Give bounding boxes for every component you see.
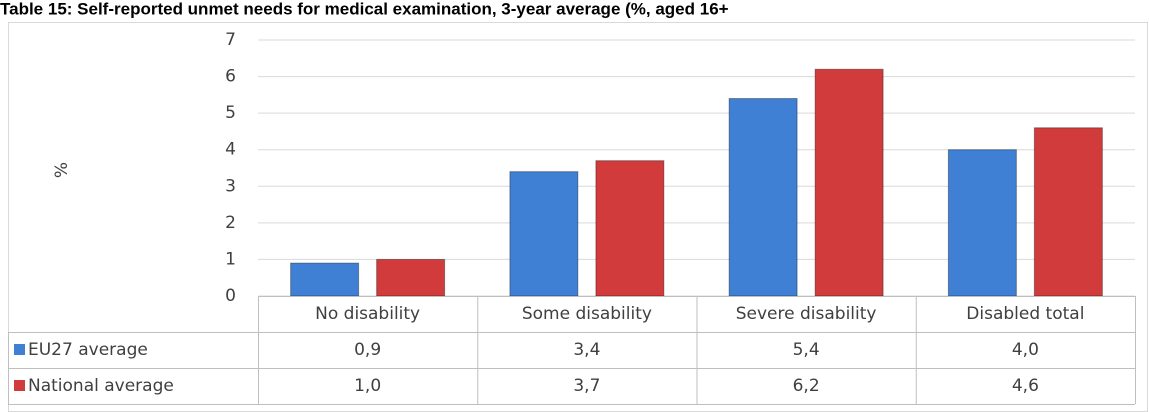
chart-title: Table 15: Self-reported unmet needs for … bbox=[0, 0, 729, 18]
bar bbox=[1033, 127, 1103, 297]
y-tick-label: 4 bbox=[225, 140, 236, 160]
x-tick-label: Severe disability bbox=[736, 304, 877, 324]
y-tick-label: 5 bbox=[225, 103, 236, 123]
bar bbox=[376, 258, 446, 297]
data-label: 3,7 bbox=[573, 376, 600, 396]
y-tick-label: 2 bbox=[225, 213, 236, 233]
data-label: 4,6 bbox=[1012, 376, 1039, 396]
data-label: 4,0 bbox=[1012, 340, 1039, 360]
x-tick-label: Some disability bbox=[522, 304, 652, 324]
y-tick-label: 3 bbox=[225, 176, 236, 196]
bar bbox=[814, 68, 884, 297]
data-label: 6,2 bbox=[793, 376, 820, 396]
y-tick-label: 1 bbox=[225, 249, 236, 269]
y-tick-label: 0 bbox=[225, 286, 236, 306]
data-label: 5,4 bbox=[793, 340, 820, 360]
bar bbox=[947, 149, 1017, 297]
bar bbox=[290, 262, 360, 297]
data-label: 3,4 bbox=[573, 340, 600, 360]
legend-label: National average bbox=[28, 376, 174, 396]
bar bbox=[728, 98, 798, 297]
legend-swatch bbox=[14, 380, 25, 391]
legend-label: EU27 average bbox=[28, 340, 148, 360]
y-axis-label: % bbox=[52, 162, 72, 178]
x-tick-label: Disabled total bbox=[966, 304, 1084, 324]
bar bbox=[595, 160, 665, 297]
y-tick-label: 6 bbox=[225, 67, 236, 87]
bar bbox=[509, 171, 579, 297]
x-tick-label: No disability bbox=[315, 304, 420, 324]
y-tick-label: 7 bbox=[225, 30, 236, 50]
data-label: 1,0 bbox=[354, 376, 381, 396]
data-label: 0,9 bbox=[354, 340, 381, 360]
legend-swatch bbox=[14, 344, 25, 355]
